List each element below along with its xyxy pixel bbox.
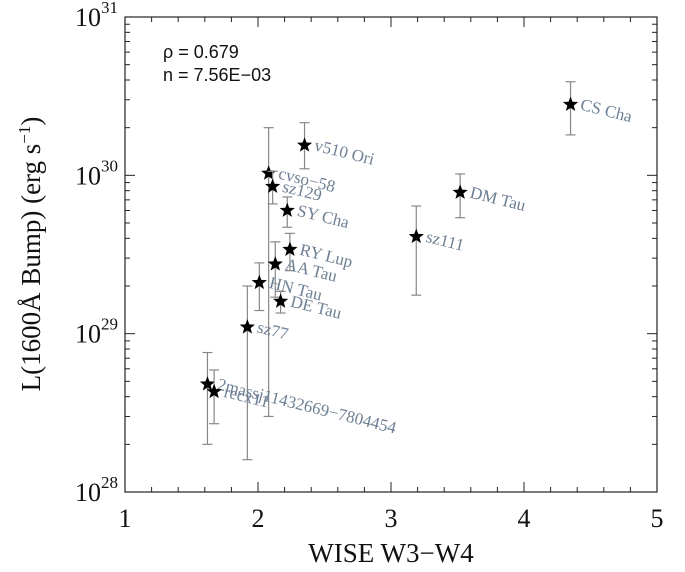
data-point: CS Cha xyxy=(562,81,635,136)
star-marker xyxy=(282,241,298,256)
y-tick-label: 1031 xyxy=(75,0,118,32)
star-marker xyxy=(267,256,283,271)
y-tick-label: 1029 xyxy=(75,315,118,349)
x-tick-label: 1 xyxy=(119,504,132,533)
data-point: recx11 xyxy=(206,369,271,425)
data-point: DM Tau xyxy=(452,173,528,219)
star-marker xyxy=(251,274,267,290)
star-marker xyxy=(261,165,277,180)
point-label: sz77 xyxy=(255,318,290,344)
point-label: 2massj11432669−7804454 xyxy=(215,375,398,438)
axis-ticks: 1 2 3 4 5 1028 1029 1030 1031 xyxy=(75,0,664,533)
star-marker xyxy=(279,202,295,217)
star-marker xyxy=(452,184,468,199)
x-tick-label: 5 xyxy=(651,504,664,533)
point-label: SY Cha xyxy=(295,201,351,232)
point-label: DM Tau xyxy=(468,183,528,215)
stat-n: n = 7.56E−03 xyxy=(163,65,271,85)
data-point: sz129 xyxy=(265,170,324,205)
star-marker xyxy=(239,319,255,334)
x-tick-label: 3 xyxy=(385,504,398,533)
y-axis-title-close: ) xyxy=(16,117,46,126)
point-label: CS Cha xyxy=(579,95,635,126)
star-marker xyxy=(265,178,281,193)
star-marker xyxy=(273,293,289,308)
data-point: sz77 xyxy=(239,285,291,461)
y-tick-label: 1028 xyxy=(75,473,118,507)
star-marker xyxy=(296,137,313,152)
point-label: sz111 xyxy=(424,227,466,255)
x-axis-title: WISE W3−W4 xyxy=(308,538,474,568)
point-label: v510 Ori xyxy=(313,136,377,169)
x-tick-label: 2 xyxy=(252,504,265,533)
y-axis-title: L(1600Å Bump) (erg s−1) xyxy=(15,117,46,392)
x-tick-label: 4 xyxy=(518,504,531,533)
stat-rho: ρ = 0.679 xyxy=(163,42,239,62)
data-point: sz111 xyxy=(408,205,466,296)
star-marker xyxy=(206,383,222,399)
star-marker xyxy=(408,228,424,244)
star-marker xyxy=(199,376,216,391)
data-point: DE Tau xyxy=(273,290,344,323)
y-axis-title-sup: −1 xyxy=(15,126,34,144)
star-marker xyxy=(562,96,579,112)
data-point: v510 Ori xyxy=(296,122,377,170)
y-tick-label: 1030 xyxy=(75,156,118,190)
y-axis-title-main: L(1600Å Bump) (erg s xyxy=(16,144,46,392)
